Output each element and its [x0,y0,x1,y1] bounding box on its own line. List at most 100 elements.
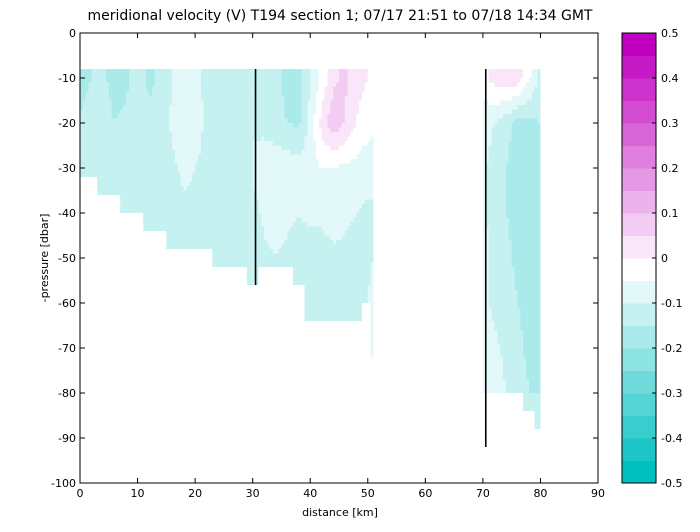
velocity-cell [192,258,195,263]
velocity-cell [322,321,325,326]
velocity-cell [120,272,123,277]
velocity-cell [327,348,330,353]
velocity-cell [86,254,89,259]
velocity-cell [166,249,169,254]
velocity-cell [126,276,129,281]
velocity-cell [163,272,166,277]
velocity-cell [83,204,86,209]
velocity-cell [198,254,201,259]
velocity-cell [158,240,161,245]
velocity-cell [276,308,279,313]
velocity-cell [129,267,132,272]
velocity-cell [307,330,310,335]
velocity-cell [299,348,302,353]
velocity-cell [253,303,256,308]
velocity-cell [94,245,97,250]
velocity-cell [258,312,261,317]
velocity-cell [299,308,302,313]
velocity-cell [158,272,161,277]
velocity-cell [322,330,325,335]
velocity-cell [273,299,276,304]
velocity-cell [143,240,146,245]
velocity-cell [149,285,152,290]
velocity-cell [287,348,290,353]
velocity-cell [267,267,270,272]
velocity-cell [287,308,290,313]
velocity-cell [140,285,143,290]
velocity-cell [140,254,143,259]
velocity-cell [258,344,261,349]
velocity-cell [227,281,230,286]
velocity-cell [241,272,244,277]
velocity-cell [195,281,198,286]
velocity-cell [264,330,267,335]
velocity-cell [106,195,109,200]
velocity-cell [261,294,264,299]
velocity-cell [135,218,138,223]
velocity-cell [270,303,273,308]
velocity-cell [126,236,129,241]
velocity-cell [299,294,302,299]
velocity-cell [273,272,276,277]
velocity-cell [258,267,261,272]
velocity-cell [273,312,276,317]
velocity-cell [94,209,97,214]
velocity-cell [261,290,264,295]
velocity-cell [97,267,100,272]
velocity-cell [166,272,169,277]
velocity-cell [112,263,115,268]
velocity-cell [304,321,307,326]
velocity-cell [215,267,218,272]
velocity-cell [264,308,267,313]
velocity-cell [112,267,115,272]
velocity-cell [247,285,250,290]
velocity-cell [92,182,95,187]
velocity-cell [218,267,221,272]
velocity-cell [103,240,106,245]
velocity-cell [273,339,276,344]
velocity-cell [270,312,273,317]
velocity-cell [235,281,238,286]
plot-area [80,69,547,447]
velocity-cell [293,330,296,335]
velocity-cell [313,330,316,335]
velocity-cell [149,245,152,250]
velocity-cell [276,312,279,317]
velocity-cell [143,249,146,254]
velocity-cell [192,276,195,281]
velocity-cell [103,285,106,290]
velocity-cell [89,245,92,250]
velocity-cell [115,281,118,286]
velocity-cell [80,218,83,223]
velocity-cell [256,294,259,299]
velocity-cell [89,281,92,286]
velocity-cell [330,321,333,326]
velocity-cell [287,290,290,295]
velocity-cell [215,276,218,281]
velocity-cell [261,344,264,349]
velocity-cell [103,249,106,254]
velocity-cell [155,254,158,259]
velocity-cell [253,317,256,322]
velocity-cell [253,357,256,362]
velocity-cell [117,272,120,277]
velocity-cell [310,335,313,340]
velocity-cell [276,276,279,281]
velocity-cell [256,308,259,313]
velocity-cell [100,200,103,205]
velocity-cell [115,218,118,223]
velocity-cell [267,281,270,286]
velocity-cell [256,330,259,335]
velocity-cell [86,204,89,209]
velocity-cell [158,267,161,272]
velocity-cell [166,276,169,281]
velocity-cell [97,218,100,223]
velocity-cell [149,281,152,286]
velocity-cell [322,357,325,362]
velocity-cell [221,281,224,286]
velocity-cell [273,357,276,362]
velocity-cell [106,236,109,241]
velocity-cell [106,231,109,236]
velocity-cell [302,344,305,349]
